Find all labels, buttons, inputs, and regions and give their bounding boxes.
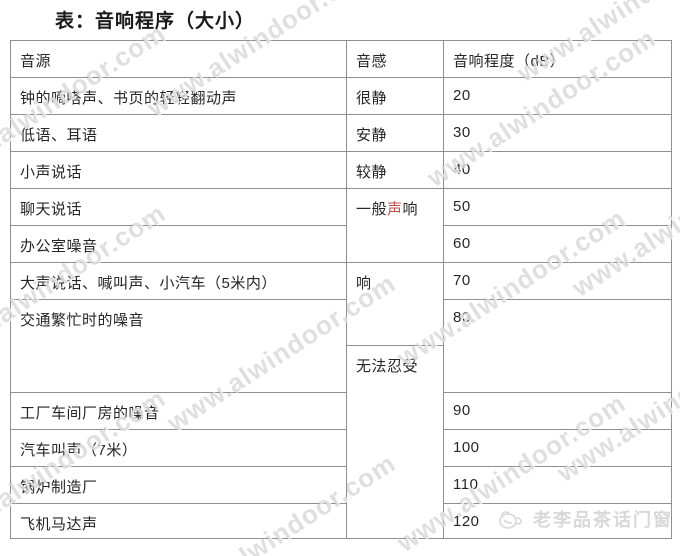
feel-cell: 较静 [346,151,444,189]
feel-cell: 响 [346,262,444,346]
level-cell: 20 [443,77,672,115]
table-header-row: 音源 音感 音响程度（dB） [10,40,672,78]
header-source: 音源 [10,40,347,78]
table-row: 锅炉制造厂 110 [10,466,672,504]
table-row: 无法忍受 [11,345,672,539]
level-cell: 80 [443,299,672,393]
feel-cell: 很静 [346,77,444,115]
header-level: 音响程度（dB） [443,40,672,78]
source-cell: 交通繁忙时的噪音 [10,299,347,393]
source-cell: 低语、耳语 [10,114,347,152]
brand-text: 老李品茶话门窗 [533,510,673,530]
table-row: 工厂车间厂房的噪音 90 [10,392,672,430]
level-cell: 30 [443,114,672,152]
page-title: 表：音响程序（大小） [55,11,256,32]
table-row: 办公室噪音 60 [10,225,672,263]
level-cell: 40 [443,151,672,189]
level-cell: 70 [443,262,672,300]
level-cell: 50 [443,188,672,226]
source-cell: 钟的嘀嗒声、书页的轻轻翻动声 [10,77,347,115]
feel-cell: 一般声响 [346,188,444,263]
level-cell: 120 [443,503,672,539]
source-cell: 小声说话 [10,151,347,189]
feel-cell: 安静 [346,114,444,152]
table-row: 钟的嘀嗒声、书页的轻轻翻动声 很静 20 [10,77,672,115]
source-cell: 办公室噪音 [10,225,347,263]
table-row: 大声说话、喊叫声、小汽车（5米内） 响 70 [10,262,672,346]
teacup-icon [499,511,522,529]
level-cell: 90 [443,392,672,430]
feel-text-part: 一般 [356,201,388,218]
source-cell: 工厂车间厂房的噪音 [10,392,347,430]
source-cell: 聊天说话 [10,188,347,226]
source-cell: 大声说话、喊叫声、小汽车（5米内） [10,262,347,300]
sound-level-table: 音源 音感 音响程度（dB） 钟的嘀嗒声、书页的轻轻翻动声 很静 20 低语、耳… [10,40,672,539]
header-feel: 音感 [346,40,444,78]
feel-text-part: 响 [402,201,419,218]
feel-cell: 无法忍受 [346,345,444,539]
table-row: 小声说话 较静 40 [10,151,672,189]
source-cell: 飞机马达声 [10,503,347,539]
table-row: 低语、耳语 安静 30 [10,114,672,152]
table-row: 交通繁忙时的噪音 80 [10,299,672,393]
table-row: 飞机马达声 120 [10,503,672,539]
feel-text-highlight: 声 [387,201,403,218]
source-cell: 锅炉制造厂 [10,466,347,504]
level-cell: 110 [443,466,672,504]
level-cell: 60 [443,225,672,263]
table-row: 汽车叫声（7米） 100 [10,429,672,467]
table-row: 聊天说话 一般声响 50 [10,188,672,263]
brand-watermark: 老李品茶话门窗 [498,506,673,532]
source-cell: 汽车叫声（7米） [10,429,347,467]
level-cell: 100 [443,429,672,467]
